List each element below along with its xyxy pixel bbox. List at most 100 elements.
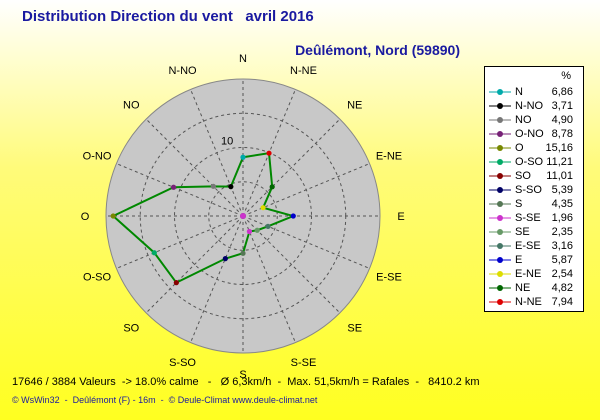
grid-spoke	[145, 118, 244, 217]
legend-marker-icon	[489, 229, 511, 235]
direction-label: O-SO	[83, 271, 112, 283]
legend-marker-icon	[489, 159, 511, 165]
direction-label: N-NE	[290, 65, 317, 77]
legend-item-value: 1,96	[551, 212, 573, 224]
legend-item-name: N-NO	[515, 100, 544, 112]
data-point-se	[254, 227, 260, 233]
legend-item: N-NE 7,94	[485, 295, 583, 309]
legend: % N 6,86 N-NO 3,71 NO 4,90 O-NO 8,78 O 15,16 O-SO 1…	[484, 66, 584, 312]
legend-marker-icon	[489, 243, 511, 249]
legend-item-value: 4,82	[551, 282, 573, 294]
grid-spoke	[145, 215, 244, 314]
data-point-e	[290, 213, 296, 219]
legend-marker-icon	[489, 187, 511, 193]
legend-marker-icon	[489, 215, 511, 221]
legend-item-value: 6,86	[551, 86, 573, 98]
legend-item: O 15,16	[485, 141, 583, 155]
legend-item-name: O-SO	[515, 156, 544, 168]
direction-label: S-SE	[291, 357, 317, 369]
data-point-ne	[269, 184, 275, 190]
grid-spoke	[242, 163, 370, 217]
legend-item-name: N	[515, 86, 523, 98]
grid-ring	[208, 181, 278, 251]
legend-item: O-SO 11,21	[485, 155, 583, 169]
legend-item: NE 4,82	[485, 281, 583, 295]
legend-marker-icon	[489, 201, 511, 207]
grid-spoke	[242, 215, 296, 343]
data-point-o-so	[151, 250, 157, 256]
direction-label: S	[239, 369, 246, 380]
grid-spoke	[242, 215, 341, 314]
stats-line: 17646 / 3884 Valeurs -> 18.0% calme - Ø …	[12, 376, 480, 388]
legend-item-name: E-NE	[515, 268, 542, 280]
data-point-s-se	[246, 228, 253, 235]
data-point-n	[240, 154, 246, 160]
data-point-n-no	[228, 184, 234, 190]
direction-label: E-NE	[376, 151, 402, 163]
legend-marker-icon	[489, 299, 511, 305]
data-point-s	[240, 250, 246, 256]
direction-label: E	[397, 211, 404, 223]
grid-spoke	[116, 215, 244, 269]
direction-label: O-NO	[83, 151, 112, 163]
legend-item-name: N-NE	[515, 296, 542, 308]
legend-marker-icon	[489, 117, 511, 123]
data-point-o-no	[170, 184, 177, 190]
legend-item-value: 15,16	[545, 142, 573, 154]
legend-item-value: 11,21	[546, 156, 573, 168]
legend-item-value: 5,87	[551, 254, 573, 266]
legend-marker-icon	[489, 173, 511, 179]
legend-item: N-NO 3,71	[485, 99, 583, 113]
legend-item: NO 4,90	[485, 113, 583, 127]
legend-item: O-NO 8,78	[485, 127, 583, 141]
direction-label: N-NO	[168, 65, 197, 77]
legend-item: S 4,35	[485, 197, 583, 211]
legend-item-value: 4,35	[551, 198, 573, 210]
legend-item-value: 7,94	[551, 296, 573, 308]
legend-item-value: 11,01	[546, 170, 573, 182]
chart-title: Distribution Direction du vent avril 201…	[22, 8, 314, 25]
data-point-e-se	[265, 223, 271, 229]
direction-label: N	[239, 53, 247, 65]
legend-item-name: E-SE	[515, 240, 541, 252]
grid-spoke	[190, 215, 244, 343]
legend-item: S-SO 5,39	[485, 183, 583, 197]
legend-marker-icon	[489, 103, 511, 109]
direction-label: S-SO	[169, 357, 196, 369]
calm-center-point	[240, 213, 246, 219]
legend-item: E-NE 2,54	[485, 267, 583, 281]
legend-unit: %	[561, 70, 571, 82]
direction-label: SE	[347, 323, 362, 335]
wind-rose-chart: N N-NE NE E-NE E E-SE SE S-SE S S-SO SO O-SO O O-NO NO…	[81, 53, 405, 380]
data-point-n-ne	[266, 150, 272, 156]
legend-marker-icon	[489, 285, 511, 291]
legend-item: SO 11,01	[485, 169, 583, 183]
legend-item-value: 5,39	[551, 184, 573, 196]
legend-item-name: O	[515, 142, 524, 154]
legend-item-name: NO	[515, 114, 532, 126]
grid-spoke	[190, 89, 244, 217]
legend-marker-icon	[489, 131, 511, 137]
grid-spoke	[242, 118, 341, 217]
legend-item-value: 3,71	[551, 100, 573, 112]
data-point-e-ne	[260, 205, 266, 211]
legend-item-name: S	[515, 198, 523, 210]
legend-item-name: S-SO	[515, 184, 542, 196]
legend-marker-icon	[489, 271, 511, 277]
direction-label: SO	[123, 323, 139, 335]
data-point-so	[173, 280, 179, 286]
direction-label: O	[81, 211, 90, 223]
legend-item-name: NE	[515, 282, 531, 294]
grid-spoke	[116, 163, 244, 217]
legend-item-value: 2,35	[551, 226, 573, 238]
legend-item-name: S-SE	[515, 212, 541, 224]
direction-label: NE	[347, 99, 362, 111]
data-point-s-so	[222, 256, 228, 262]
legend-item-name: SE	[515, 226, 530, 238]
legend-item: SE 2,35	[485, 225, 583, 239]
legend-marker-icon	[489, 257, 511, 263]
grid-spoke	[242, 215, 370, 269]
data-point-no	[210, 183, 216, 189]
direction-label: NO	[123, 99, 140, 111]
